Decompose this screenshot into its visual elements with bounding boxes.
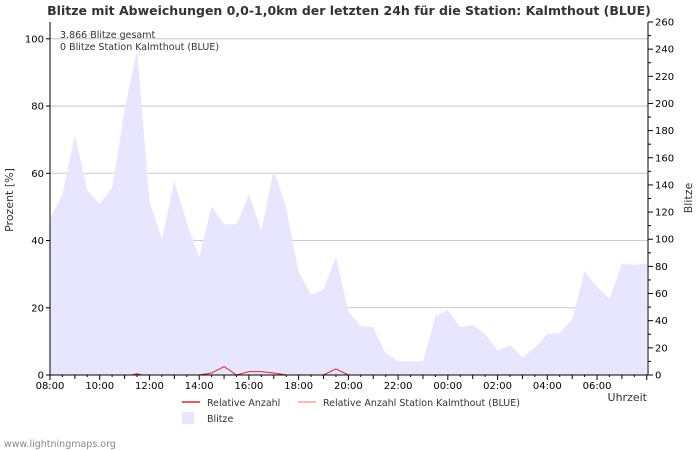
blitze-point — [397, 360, 399, 362]
right-tick-label: 200 — [655, 99, 674, 110]
right-tick-label: 140 — [655, 180, 674, 191]
legend: Relative Anzahl Relative Anzahl Station … — [182, 398, 520, 425]
blitze-point — [161, 238, 163, 240]
blitze-point — [509, 344, 511, 346]
x-tick-label: 18:00 — [284, 381, 313, 392]
blitze-point — [559, 332, 561, 334]
blitze-point — [136, 48, 138, 50]
right-tick-label: 160 — [655, 153, 674, 164]
annotation-station-strikes: 0 Blitze Station Kalmthout (BLUE) — [60, 42, 219, 53]
x-axis-label: Uhrzeit — [608, 391, 648, 404]
blitze-point — [385, 352, 387, 354]
blitze-point — [571, 318, 573, 320]
right-tick-label: 20 — [655, 343, 668, 354]
legend-label-blitze: Blitze — [207, 414, 234, 425]
blitze-point — [347, 310, 349, 312]
left-tick-label: 40 — [31, 236, 44, 247]
blitze-point — [111, 187, 113, 189]
blitze-point — [248, 193, 250, 195]
right-tick-label: 120 — [655, 208, 674, 219]
blitze-point — [310, 294, 312, 296]
blitze-point — [173, 180, 175, 182]
right-tick-label: 260 — [655, 18, 674, 29]
right-tick-label: 0 — [655, 371, 661, 382]
blitze-point — [484, 333, 486, 335]
blitze-point — [211, 206, 213, 208]
blitze-point — [422, 360, 424, 362]
blitze-point — [335, 256, 337, 258]
right-tick-label: 180 — [655, 126, 674, 137]
blitze-point — [472, 324, 474, 326]
x-tick-label: 10:00 — [85, 381, 114, 392]
blitze-point — [434, 316, 436, 318]
blitze-point — [621, 263, 623, 265]
blitze-point — [236, 223, 237, 225]
legend-label-relative-anzahl: Relative Anzahl — [207, 398, 280, 409]
x-tick-label: 20:00 — [334, 381, 363, 392]
legend-swatch-blitze — [182, 412, 194, 424]
blitze-point — [646, 263, 648, 265]
left-tick-label: 0 — [38, 371, 44, 382]
blitze-point — [596, 286, 598, 288]
blitze-point — [99, 203, 101, 205]
x-tick-label: 00:00 — [433, 381, 462, 392]
blitze-point — [534, 347, 536, 349]
blitze-point — [372, 327, 374, 328]
x-tick-label: 12:00 — [135, 381, 164, 392]
right-tick-label: 100 — [655, 235, 674, 246]
blitze-point — [633, 264, 635, 266]
left-tick-label: 60 — [31, 169, 44, 180]
blitze-point — [223, 223, 225, 225]
x-tick-label: 04:00 — [533, 381, 562, 392]
right-tick-label: 220 — [655, 72, 674, 83]
blitze-point — [497, 350, 499, 352]
blitze-point — [61, 193, 63, 195]
right-tick-label: 240 — [655, 45, 674, 56]
right-tick-label: 60 — [655, 289, 668, 300]
blitze-point — [186, 222, 188, 224]
x-tick-label: 22:00 — [384, 381, 413, 392]
series-blitze-area — [50, 49, 647, 375]
right-tick-label: 80 — [655, 262, 668, 273]
chart-title: Blitze mit Abweichungen 0,0-1,0km der le… — [47, 3, 651, 18]
annotation-total-strikes: 3.866 Blitze gesamt — [60, 30, 155, 41]
right-axis-ticks: 0 20 40 60 80 100 120 140 160 180 200 220 240 260 — [648, 18, 674, 382]
blitze-point — [410, 360, 411, 362]
right-tick-label: 40 — [655, 316, 668, 327]
blitze-point — [86, 189, 88, 191]
left-axis-ticks: 0 20 40 60 80 100 — [25, 34, 50, 382]
blitze-point — [459, 327, 461, 328]
blitze-point — [609, 298, 610, 300]
y-axis-label-right: Blitze — [682, 183, 695, 214]
left-tick-label: 20 — [31, 303, 44, 314]
blitze-point — [198, 256, 200, 258]
left-tick-label: 100 — [25, 34, 44, 45]
blitze-point — [273, 169, 275, 171]
x-axis-ticks: 08:00 10:00 12:00 14:00 16:00 18:00 20:00 22:00… — [36, 375, 648, 392]
blitze-point — [74, 134, 76, 136]
x-tick-label: 14:00 — [185, 381, 214, 392]
blitze-point — [360, 325, 362, 327]
left-tick-label: 80 — [31, 102, 44, 113]
blitze-point — [323, 289, 324, 290]
footer-source: www.lightningmaps.org — [4, 439, 116, 450]
legend-label-relative-anzahl-station: Relative Anzahl Station Kalmthout (BLUE) — [323, 398, 520, 409]
x-tick-label: 02:00 — [483, 381, 512, 392]
blitze-point — [149, 200, 150, 202]
blitze-point — [521, 356, 523, 358]
x-tick-label: 16:00 — [235, 381, 264, 392]
x-tick-label: 08:00 — [36, 381, 65, 392]
x-tick-label: 06:00 — [583, 381, 612, 392]
blitze-point — [447, 309, 449, 311]
blitze-point — [285, 207, 287, 209]
y-axis-label-left: Prozent [%] — [3, 168, 16, 232]
blitze-point — [298, 271, 300, 273]
blitze-point — [260, 230, 262, 232]
blitze-point — [546, 333, 548, 335]
blitze-point — [124, 109, 126, 111]
blitze-point — [584, 271, 586, 273]
